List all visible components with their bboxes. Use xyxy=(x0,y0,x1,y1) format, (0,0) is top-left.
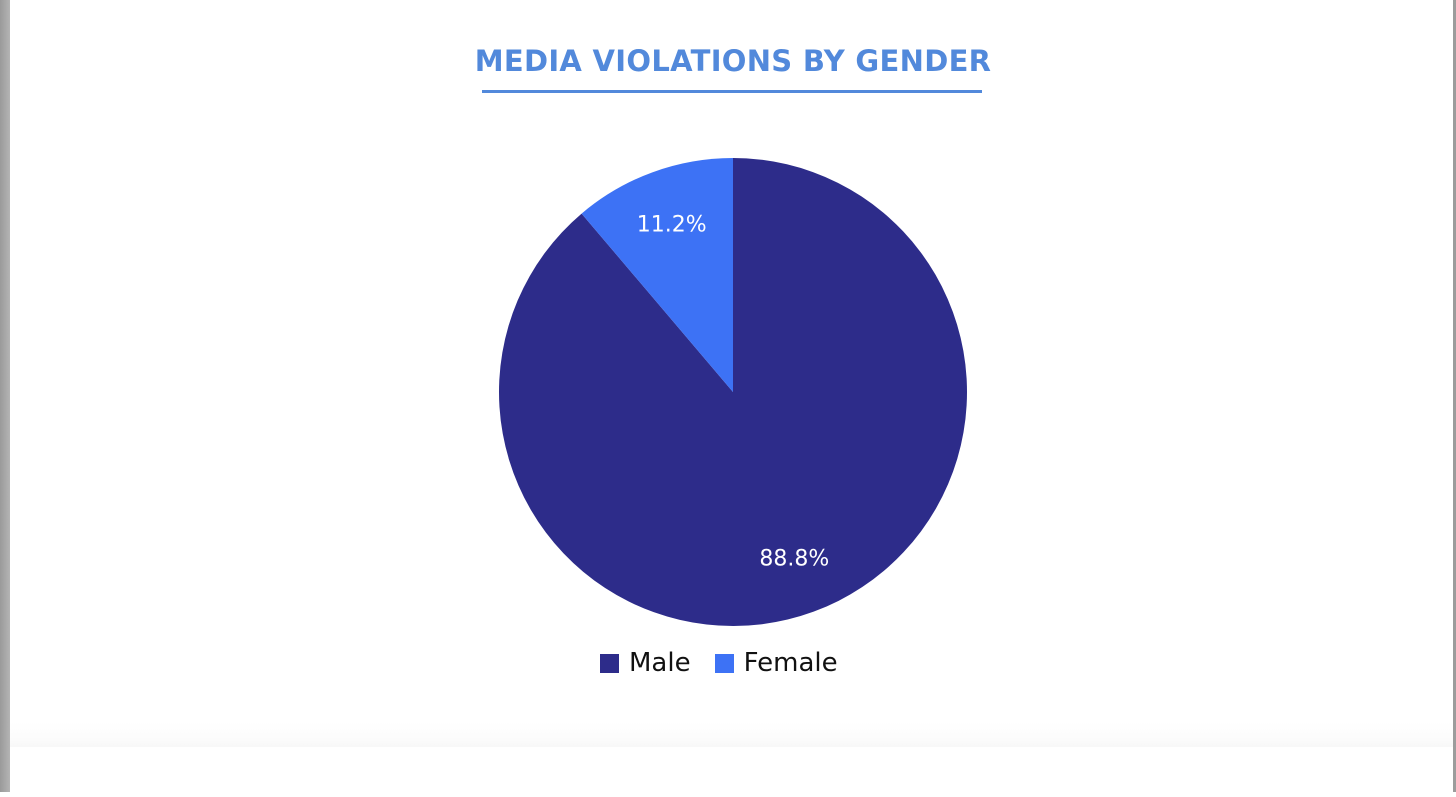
legend-label-male: Male xyxy=(629,648,691,678)
legend-swatch-female xyxy=(714,653,734,673)
window-left-edge xyxy=(0,0,10,792)
page-lower-area xyxy=(10,747,1453,792)
window-right-edge xyxy=(1453,0,1456,792)
legend-item-female[interactable]: Female xyxy=(714,648,838,678)
legend-item-male[interactable]: Male xyxy=(600,648,691,678)
pie-slice-female[interactable] xyxy=(581,158,733,392)
title-underline xyxy=(482,90,982,93)
slice-label-male: 88.8% xyxy=(759,546,830,572)
chart-title: MEDIA VIOLATIONS BY GENDER xyxy=(474,44,992,78)
card-bottom-shadow xyxy=(10,722,1453,748)
slice-label-female: 11.2% xyxy=(636,212,707,238)
chart-legend: Male Female xyxy=(600,646,838,680)
legend-label-female: Female xyxy=(743,648,838,678)
legend-swatch-male xyxy=(600,653,619,673)
pie-slice-male[interactable] xyxy=(499,158,967,627)
